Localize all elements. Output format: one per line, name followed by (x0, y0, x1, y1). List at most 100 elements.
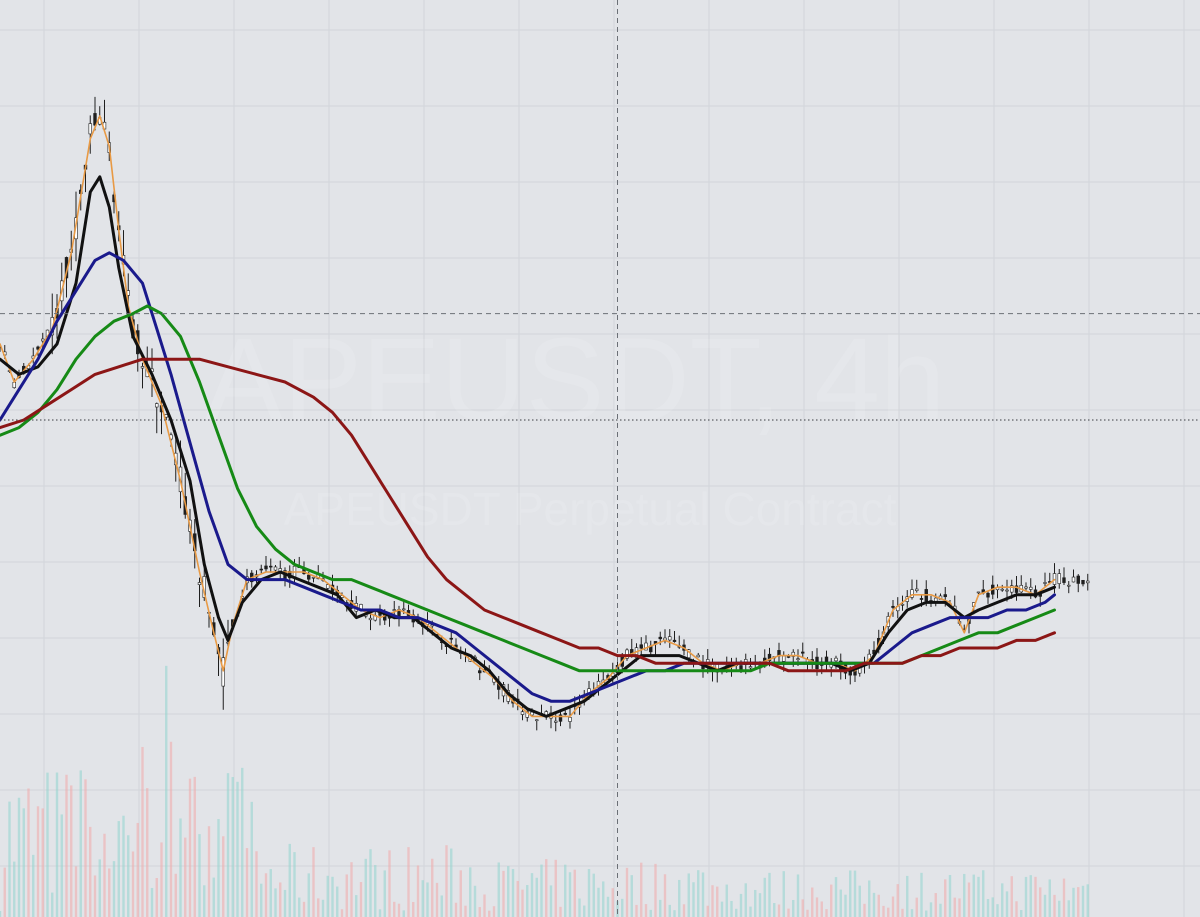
volume-bar (602, 881, 605, 917)
volume-bar (93, 875, 97, 917)
volume-bar (858, 885, 861, 917)
volume-bar (431, 858, 434, 917)
volume-bar (79, 770, 82, 917)
volume-bar (269, 869, 272, 917)
candle-body (520, 711, 525, 715)
volume-bar (716, 886, 719, 917)
volume-bar (193, 776, 196, 917)
candle-body (672, 639, 677, 642)
volume-bar (758, 893, 762, 917)
candle-body (311, 576, 316, 579)
volume-bar (492, 906, 496, 917)
candle-body (986, 592, 990, 598)
volume-bar (293, 852, 296, 917)
candle-body (273, 566, 278, 571)
volume-bar (986, 899, 990, 917)
volume-bar (982, 870, 985, 917)
volume-bar (1005, 891, 1009, 917)
volume-bar (397, 903, 401, 917)
volume-bar (929, 902, 933, 917)
candle-body (554, 720, 558, 723)
volume-bar (17, 797, 21, 917)
volume-bar (711, 885, 714, 917)
volume-bar (435, 882, 439, 917)
candle-body (782, 655, 786, 662)
volume-bar (663, 874, 667, 917)
volume-bar (777, 904, 781, 917)
volume-bar (74, 866, 78, 917)
candle-body (900, 603, 905, 606)
volume-bar (801, 899, 804, 917)
candle-body (307, 574, 311, 580)
volume-bar (678, 879, 681, 917)
volume-bar (939, 903, 942, 917)
volume-bar (141, 746, 144, 917)
volume-bar (36, 806, 40, 917)
volume-bar (212, 877, 215, 917)
candle-body (1029, 586, 1033, 590)
volume-bar (60, 814, 63, 917)
volume-bar (283, 889, 287, 917)
candle-body (449, 637, 453, 640)
volume-bar (621, 898, 624, 917)
volume-bar (564, 864, 567, 917)
volume-bar (583, 905, 586, 917)
volume-bar (89, 826, 92, 917)
candle-body (801, 651, 805, 654)
volume-bar (1020, 910, 1023, 917)
candle-body (221, 657, 225, 687)
volume-bar (241, 767, 244, 917)
volume-bar (203, 885, 206, 917)
volume-bar (1001, 883, 1004, 917)
candle-body (644, 642, 648, 651)
volume-bar (1053, 894, 1056, 917)
candle-body (915, 588, 919, 591)
volume-bar (207, 826, 211, 917)
candle-body (739, 665, 743, 670)
volume-bar (806, 909, 809, 917)
volume-bar (307, 873, 310, 917)
volume-bar (226, 773, 230, 917)
volume-bar (179, 818, 182, 917)
candle-body (264, 565, 268, 570)
volume-bar (611, 888, 614, 917)
volume-bar (977, 876, 980, 917)
volume-bar (530, 873, 534, 917)
volume-bar (421, 880, 424, 917)
candle-body (1062, 577, 1066, 583)
volume-bar (630, 875, 633, 917)
volume-bar (317, 898, 320, 917)
volume-bar (478, 907, 481, 917)
volume-bar (815, 897, 819, 917)
volume-bar (454, 902, 458, 917)
candle-body (155, 403, 159, 408)
volume-bar (526, 885, 529, 917)
volume-bar (231, 777, 234, 917)
volume-bar (1039, 887, 1042, 917)
candle-body (696, 654, 700, 658)
candle-body (943, 594, 947, 598)
candle-body (1076, 575, 1080, 584)
volume-bar (279, 882, 282, 917)
volume-bar (117, 821, 120, 917)
volume-bar (483, 894, 486, 917)
volume-bar (720, 901, 724, 917)
volume-bar (545, 859, 548, 917)
volume-bar (535, 877, 538, 917)
candle-body (639, 644, 643, 649)
volume-bar (787, 908, 790, 917)
volume-bar (245, 848, 249, 917)
volume-bar (853, 870, 857, 917)
volume-bar (378, 909, 382, 917)
candle-body (1057, 573, 1061, 584)
volume-bar (511, 868, 515, 917)
candle-body (368, 617, 373, 621)
volume-bar (46, 772, 49, 917)
volume-bar (312, 847, 315, 917)
volume-bar (388, 850, 391, 917)
volume-bar (507, 866, 510, 917)
candle-body (824, 656, 829, 663)
